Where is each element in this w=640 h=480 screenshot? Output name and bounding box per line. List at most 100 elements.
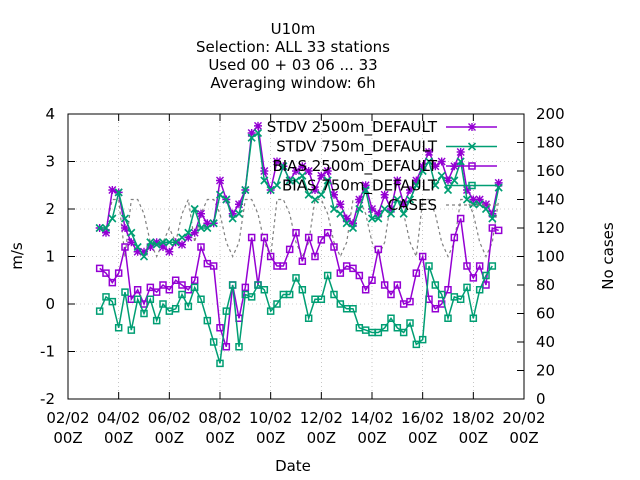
data-point [247,129,256,137]
data-point [235,200,243,209]
data-point [146,283,155,292]
data-point [184,228,193,237]
data-point [475,195,484,204]
data-point [114,324,123,332]
data-point [203,223,212,233]
data-point [133,295,142,303]
data-point [330,190,338,199]
y2-tick-label: 20 [536,362,555,380]
data-point [121,224,129,232]
data-point [95,264,104,273]
data-point [355,204,364,214]
x-tick-label: 18/02 [452,409,495,427]
data-point [127,228,136,237]
y2-tick-label: 80 [536,276,555,294]
data-point [469,200,478,209]
data-point [152,238,161,247]
data-point [393,281,402,289]
data-point [488,214,497,223]
legend-label: CASES [388,196,437,214]
data-point [159,300,167,308]
x-axis-ticks: 02/02 00Z 04/02 00Z 06/02 00Z 08/02 00Z 10/02 00Z… [46,114,546,447]
data-point [475,286,484,294]
data-point [482,200,490,209]
data-point [380,204,389,214]
data-point [152,240,161,249]
data-point [469,195,478,204]
data-point [317,295,326,303]
data-point [171,276,180,284]
data-point [292,167,300,175]
data-point [171,305,180,313]
data-point [298,162,307,171]
y-tick-label: 4 [45,105,55,123]
data-point [121,288,129,296]
data-point [114,188,123,197]
data-point [367,214,377,223]
title-line: U10m [271,20,316,38]
data-point [323,271,332,280]
legend-marker [468,162,476,170]
data-point [368,276,376,284]
data-point [171,238,180,247]
data-point [247,133,256,142]
data-point [177,233,187,242]
data-point [235,343,243,351]
data-point [482,281,490,289]
data-point [349,219,357,228]
data-point [254,281,262,289]
data-point [101,223,111,233]
data-point [133,242,142,252]
data-point [140,247,148,256]
data-point [190,276,199,284]
data-point [209,219,218,228]
data-point [203,219,212,228]
data-point [406,319,414,327]
data-point [165,247,174,256]
data-point [222,343,231,351]
x-tick-label: 08/02 [198,409,241,427]
data-point [412,176,421,185]
y2-axis-ticks: 0 20 40 60 80 100 120 140 160 180 200 [517,105,565,408]
data-point [469,274,478,282]
data-point [406,186,414,194]
data-point [165,238,174,247]
data-point [165,286,174,294]
data-point [260,233,269,242]
data-point [323,229,332,237]
data-point [418,166,427,176]
data-point [425,262,433,270]
data-point [216,359,224,368]
data-point [374,209,383,218]
data-point [190,283,199,292]
data-point [108,297,117,306]
data-point [304,314,313,322]
data-point [95,223,104,233]
y-tick-label: -1 [40,343,55,361]
series-layer [95,121,503,368]
data-point [273,300,281,308]
data-point [285,245,294,254]
y2-tick-label: 60 [536,305,555,323]
data-point [146,295,155,303]
legend-label: BIAS 750m_DEFAULT [282,177,438,196]
data-point [310,195,320,204]
data-point [355,195,364,204]
data-point [481,204,491,214]
data-point [482,271,490,280]
data-point [197,209,205,218]
data-point [387,205,395,213]
data-point [418,252,427,261]
data-point [463,262,471,270]
data-point [336,269,345,277]
y-tick-label: 0 [45,295,55,313]
x-tick-label: 00Z [104,429,133,447]
data-point [228,214,237,223]
data-point [348,223,358,233]
data-point [456,214,465,223]
x-tick-label: 00Z [509,429,538,447]
data-point [349,305,357,313]
data-point [380,190,389,199]
data-point [146,238,155,247]
